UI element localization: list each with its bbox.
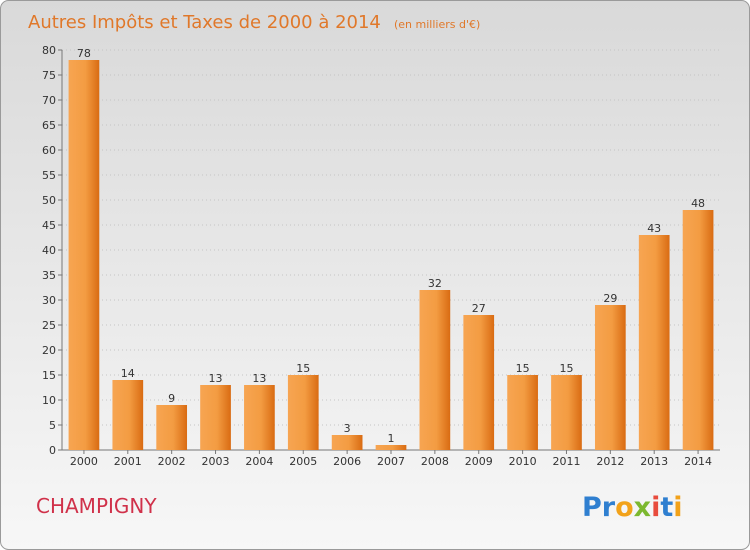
- city-name: CHAMPIGNY: [36, 494, 157, 518]
- y-tick-label: 5: [49, 419, 56, 432]
- data-label-2008: 32: [428, 277, 442, 290]
- bar-2007: [375, 445, 407, 450]
- y-tick-label: 25: [42, 319, 56, 332]
- y-tick-label: 50: [42, 194, 56, 207]
- x-tick-label-2011: 2011: [552, 455, 580, 468]
- bar-2004: [244, 385, 275, 450]
- x-axis: 2000 2001 2002 2003 2004 2005 2006 2007 2008 2009…: [70, 450, 712, 468]
- y-tick-label: 70: [42, 94, 56, 107]
- data-label-2001: 14: [121, 367, 135, 380]
- data-label-2004: 13: [252, 372, 266, 385]
- y-tick-label: 30: [42, 294, 56, 307]
- y-tick-label: 80: [42, 44, 56, 57]
- bar-2000: [68, 60, 100, 450]
- data-label-2003: 13: [209, 372, 223, 385]
- y-tick-label: 20: [42, 344, 56, 357]
- y-tick-label: 15: [42, 369, 56, 382]
- data-label-2009: 27: [472, 302, 486, 315]
- y-tick-label: 10: [42, 394, 56, 407]
- bar-2013: [638, 235, 670, 450]
- y-tick-label: 65: [42, 119, 56, 132]
- x-tick-label-2007: 2007: [377, 455, 405, 468]
- x-tick-label-2008: 2008: [421, 455, 449, 468]
- y-tick-label: 40: [42, 244, 56, 257]
- data-label-2005: 15: [296, 362, 310, 375]
- y-tick-label: 75: [42, 69, 56, 82]
- x-tick-label-2010: 2010: [509, 455, 537, 468]
- bar-2010: [507, 375, 538, 450]
- data-label-2007: 1: [388, 432, 395, 445]
- y-tick-label: 55: [42, 169, 56, 182]
- data-label-2014: 48: [691, 197, 705, 210]
- data-label-2013: 43: [647, 222, 661, 235]
- x-tick-label-2005: 2005: [289, 455, 317, 468]
- y-axis: 0 5 10 15 20 25 30 35 40 45 50 55 60 65 70 75 80: [42, 44, 720, 457]
- bar-2005: [287, 375, 319, 450]
- bar-2006: [331, 435, 363, 450]
- x-tick-label-2001: 2001: [114, 455, 142, 468]
- x-tick-label-2002: 2002: [158, 455, 186, 468]
- bars: 78 14 9 13 13 15 3 1 32 27 15 15 29 43 48: [68, 47, 714, 450]
- bar-2009: [463, 315, 495, 450]
- y-tick-label: 60: [42, 144, 56, 157]
- x-tick-label-2003: 2003: [202, 455, 230, 468]
- x-tick-label-2014: 2014: [684, 455, 712, 468]
- data-label-2000: 78: [77, 47, 91, 60]
- bar-2011: [551, 375, 582, 450]
- bar-2008: [419, 290, 451, 450]
- x-tick-label-2009: 2009: [465, 455, 493, 468]
- y-tick-label: 35: [42, 269, 56, 282]
- x-tick-label-2000: 2000: [70, 455, 98, 468]
- chart-title: Autres Impôts et Taxes de 2000 à 2014 (e…: [28, 12, 480, 33]
- x-tick-label-2013: 2013: [640, 455, 668, 468]
- data-label-2011: 15: [559, 362, 573, 375]
- y-tick-label: 0: [49, 444, 56, 457]
- data-label-2010: 15: [516, 362, 530, 375]
- proxiti-logo: Proxiti: [582, 492, 683, 523]
- bar-2003: [200, 385, 231, 450]
- data-label-2006: 3: [344, 422, 351, 435]
- bar-2012: [594, 305, 626, 450]
- x-tick-label-2012: 2012: [596, 455, 624, 468]
- bar-2001: [112, 380, 144, 450]
- data-label-2002: 9: [168, 392, 175, 405]
- bar-2002: [156, 405, 188, 450]
- y-tick-label: 45: [42, 219, 56, 232]
- x-tick-label-2006: 2006: [333, 455, 361, 468]
- bar-2014: [682, 210, 714, 450]
- x-tick-label-2004: 2004: [245, 455, 273, 468]
- data-label-2012: 29: [603, 292, 617, 305]
